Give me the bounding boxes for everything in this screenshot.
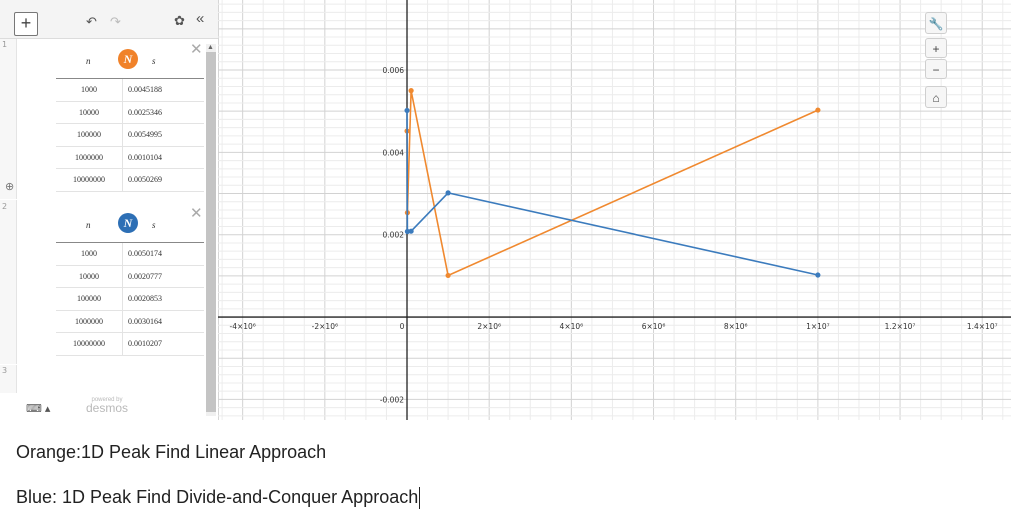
add-item-button[interactable]: + [14, 12, 38, 36]
undo-icon[interactable]: ↶ [86, 14, 97, 29]
home-button[interactable]: ⌂ [925, 86, 947, 108]
x-tick-label: 6×10⁶ [642, 322, 666, 331]
table-blue[interactable]: n N s 1000 0.0050174 10000 0.0020777 10000… [56, 208, 204, 356]
cell-n[interactable]: 1000000 [75, 316, 103, 326]
expression-toolbar: + ↶ ↷ ✿ « [0, 0, 218, 39]
scroll-up-icon[interactable]: ▲ [207, 44, 214, 51]
expression-number: 1 [2, 40, 8, 49]
expression-scrollbar[interactable]: ▲ [206, 44, 216, 416]
series-color-icon[interactable]: N [118, 49, 138, 69]
table-row[interactable]: 100000 0.0020853 [56, 288, 204, 311]
x-tick-label: 1.4×10⁷ [967, 322, 998, 331]
cell-s[interactable]: 0.0010104 [128, 152, 162, 162]
wrench-icon[interactable]: 🔧 [925, 12, 947, 34]
data-point[interactable] [445, 272, 451, 279]
x-tick-label: 1.2×10⁷ [885, 322, 916, 331]
y-tick-label: 0.004 [383, 148, 405, 157]
desmos-logo[interactable]: powered by desmos [86, 396, 129, 415]
close-icon[interactable]: ✕ [190, 205, 203, 222]
column-header-n[interactable]: n [86, 56, 91, 66]
cell-n[interactable]: 1000 [81, 85, 97, 94]
x-tick-label: 8×10⁶ [724, 322, 748, 331]
table-row[interactable]: 1000 0.0050174 [56, 243, 204, 266]
y-tick-label: 0.002 [383, 231, 405, 240]
zoom-out-button[interactable]: − [925, 59, 947, 79]
table-orange[interactable]: n N s 1000 0.0045188 10000 0.0025346 10000… [56, 44, 204, 192]
x-tick-label: -4×10⁶ [229, 322, 255, 331]
keyboard-icon[interactable]: ⌨ ▴ [26, 403, 51, 415]
y-tick-label: -0.002 [380, 395, 404, 404]
cell-n[interactable]: 100000 [77, 294, 101, 303]
desmos-app: + ↶ ↷ ✿ « 1 2 3 ✕ ✕ n N s 1000 0.0045188 … [0, 0, 1011, 420]
x-tick-label: -2×10⁶ [312, 322, 338, 331]
column-header-s[interactable]: s [152, 220, 156, 230]
zoom-in-button[interactable]: + [925, 38, 947, 58]
cell-n[interactable]: 100000 [77, 130, 101, 139]
scroll-thumb[interactable] [206, 52, 216, 412]
caption-blue-text: Blue: 1D Peak Find Divide-and-Conquer Ap… [16, 487, 419, 507]
table-row[interactable]: 10000000 0.0010207 [56, 333, 204, 356]
expression-index-strip [0, 365, 17, 393]
collapse-list-icon[interactable]: « [196, 10, 205, 27]
series-color-icon[interactable]: N [118, 213, 138, 233]
caption-blue: Blue: 1D Peak Find Divide-and-Conquer Ap… [16, 487, 421, 510]
table-row[interactable]: 10000 0.0025346 [56, 101, 204, 124]
cell-s[interactable]: 0.0020777 [128, 271, 162, 281]
data-point[interactable] [445, 190, 451, 196]
close-icon[interactable]: ✕ [190, 41, 203, 58]
cell-n[interactable]: 1000000 [75, 152, 103, 162]
cell-s[interactable]: 0.0050269 [128, 175, 162, 184]
cell-s[interactable]: 0.0030164 [128, 316, 162, 326]
redo-icon[interactable]: ↷ [110, 14, 121, 29]
expression-index-strip [0, 39, 17, 199]
expression-list: + ↶ ↷ ✿ « 1 2 3 ✕ ✕ n N s 1000 0.0045188 … [0, 0, 219, 420]
data-point[interactable] [408, 228, 414, 234]
column-header-n[interactable]: n [86, 220, 91, 230]
cell-n[interactable]: 10000 [79, 271, 99, 281]
powered-by-label: powered by [91, 397, 123, 403]
cell-n[interactable]: 10000000 [73, 175, 105, 184]
cell-s[interactable]: 0.0050174 [128, 249, 162, 258]
table-row[interactable]: 10000 0.0020777 [56, 265, 204, 288]
cell-n[interactable]: 1000 [81, 249, 97, 258]
expression-index-strip [0, 200, 17, 364]
data-point[interactable] [408, 88, 414, 94]
caption-orange: Orange:1D Peak Find Linear Approach [16, 442, 327, 462]
x-tick-label: 2×10⁶ [477, 322, 501, 331]
data-point[interactable] [815, 107, 821, 113]
expression-number: 2 [2, 202, 8, 211]
table-header: n N s [56, 44, 204, 79]
data-point[interactable] [815, 272, 821, 278]
expression-number: 3 [2, 366, 8, 375]
y-tick-label: 0.006 [383, 66, 405, 75]
cell-n[interactable]: 10000000 [73, 339, 105, 348]
cell-n[interactable]: 10000 [79, 107, 99, 117]
cell-s[interactable]: 0.0045188 [128, 85, 162, 94]
desmos-wordmark: desmos [86, 401, 129, 415]
x-tick-label: 0 [400, 322, 405, 331]
graph-canvas[interactable]: -4×10⁶ -2×10⁶ 0 2×10⁶ 4×10⁶ 6×10⁶ 8×10⁶ 1×10⁷ 1.… [218, 0, 1011, 420]
cell-s[interactable]: 0.0025346 [128, 107, 162, 117]
x-tick-label: 1×10⁷ [806, 322, 830, 331]
zoom-icon[interactable]: ⊕ [5, 181, 15, 193]
cell-s[interactable]: 0.0020853 [128, 294, 162, 303]
cell-s[interactable]: 0.0054995 [128, 130, 162, 139]
column-header-s[interactable]: s [152, 56, 156, 66]
table-row[interactable]: 1000000 0.0010104 [56, 146, 204, 169]
x-tick-label: 4×10⁶ [560, 322, 584, 331]
cell-s[interactable]: 0.0010207 [128, 339, 162, 348]
text-cursor [419, 487, 421, 510]
gear-icon[interactable]: ✿ [174, 13, 185, 28]
table-row[interactable]: 1000 0.0045188 [56, 79, 204, 102]
data-point[interactable] [404, 107, 410, 114]
table-row[interactable]: 100000 0.0054995 [56, 124, 204, 147]
table-row[interactable]: 10000000 0.0050269 [56, 169, 204, 192]
table-row[interactable]: 1000000 0.0030164 [56, 310, 204, 333]
table-header: n N s [56, 208, 204, 243]
